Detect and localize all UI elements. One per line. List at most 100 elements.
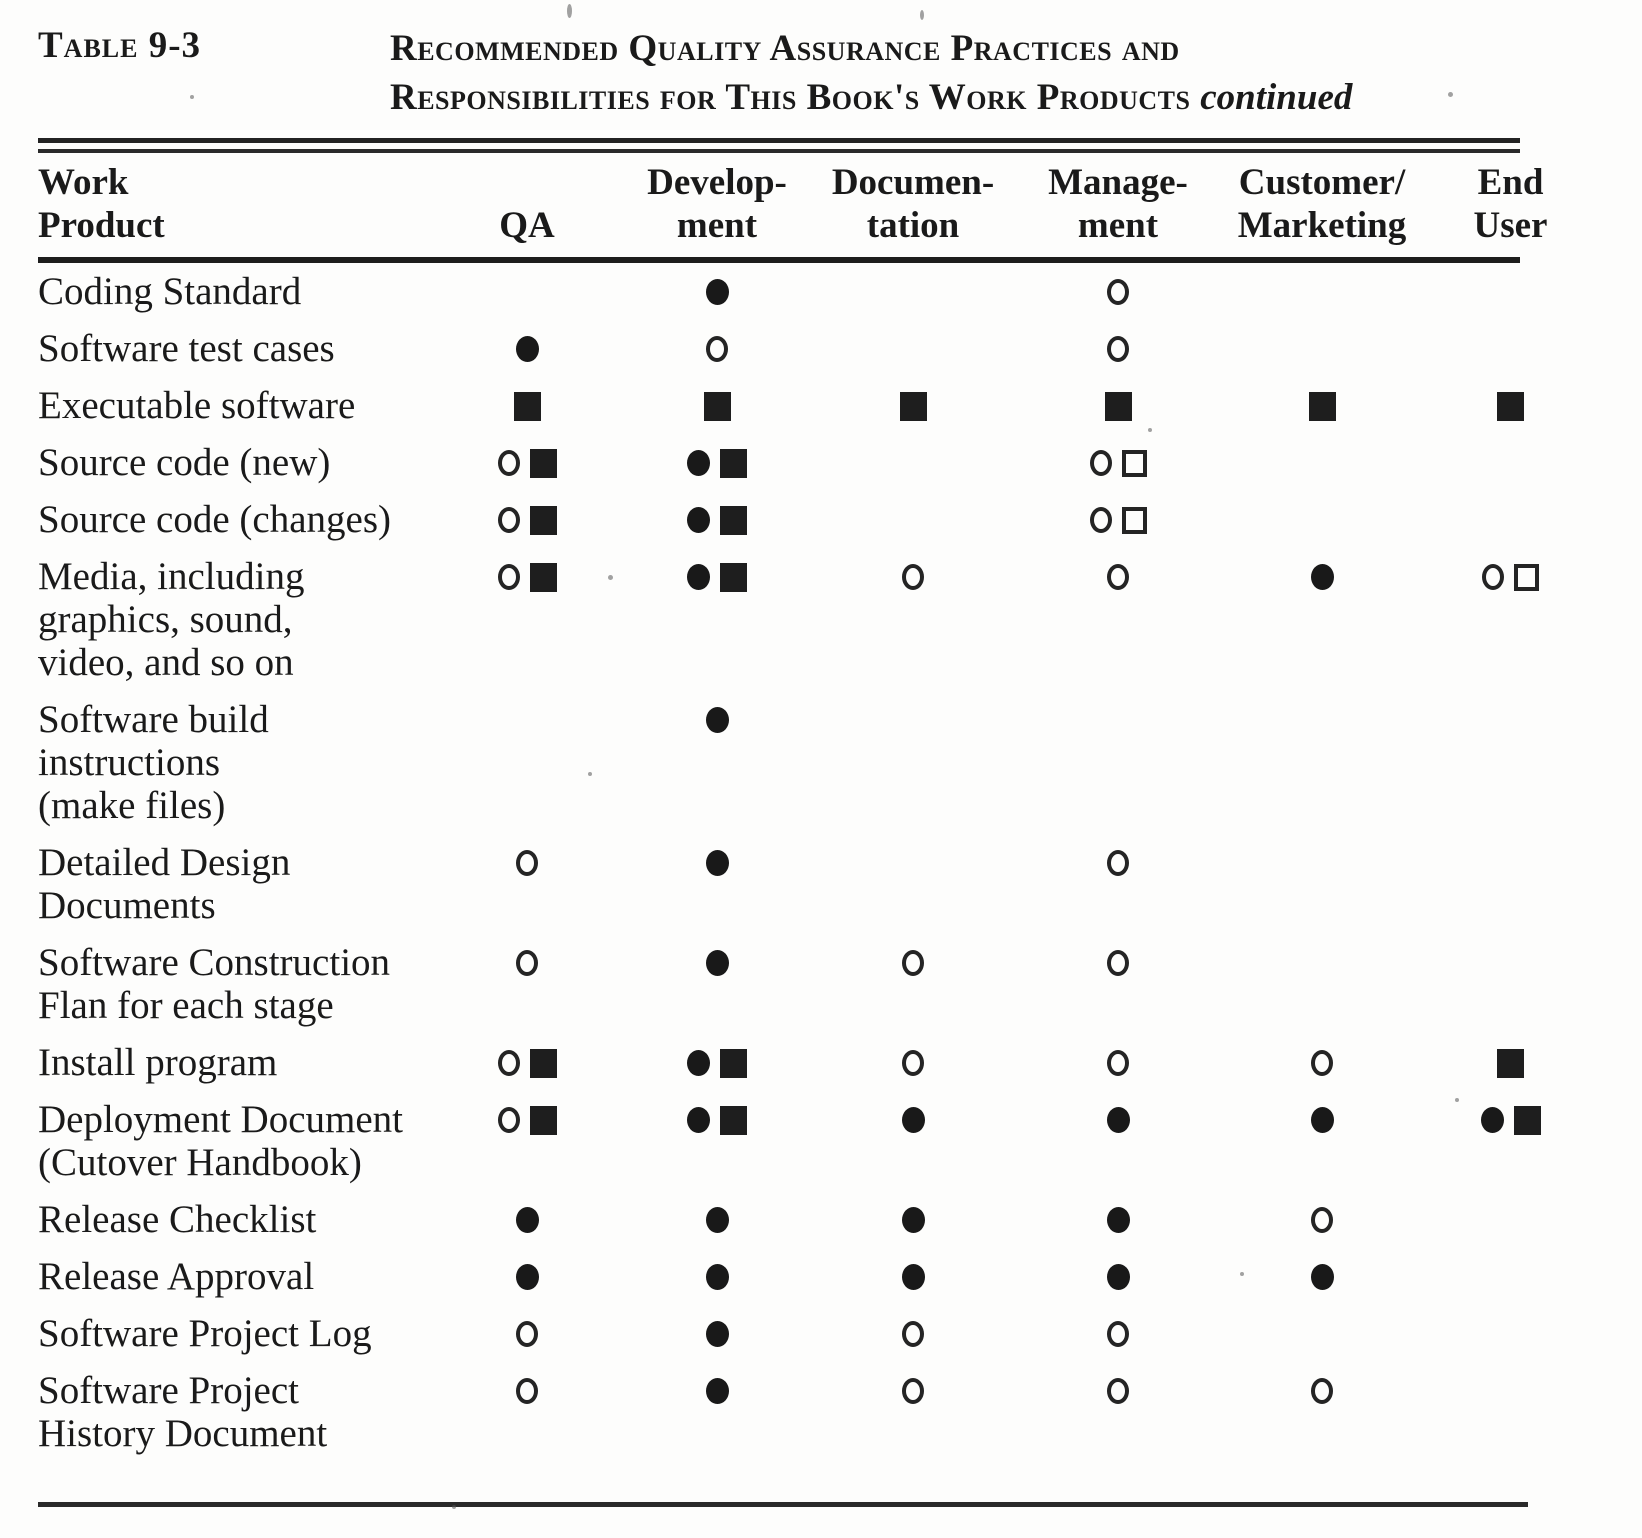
filled-circle-symbol [687,564,710,590]
cell-documentation [813,498,1013,540]
table-row: Media, including graphics, sound, video, a… [38,548,1600,691]
open-circle-symbol [1107,850,1129,876]
cell-development [621,384,813,426]
scan-speck [588,772,592,776]
cell-customer_marketing [1223,498,1421,540]
work-product-label: Software Project Log [38,1312,372,1355]
cell-management [1013,1098,1223,1140]
table-row: Coding Standard [38,263,1600,320]
table-title-line2: Responsibilities for This Book's Work Pr… [390,77,1191,118]
table-row: Install program [38,1034,1600,1091]
cell-end_user [1421,1098,1600,1140]
open-circle-symbol [902,1321,924,1347]
column-header-development: Develop-ment [647,162,787,246]
filled-square-symbol [1497,391,1524,421]
cell-customer_marketing [1223,1041,1421,1083]
open-square-symbol [1121,449,1147,477]
filled-circle-symbol [515,1264,539,1290]
cell-end_user [1421,841,1600,883]
filled-circle-symbol [705,1321,729,1347]
filled-circle-symbol [515,1207,539,1233]
filled-square-symbol [529,505,557,535]
cell-qa [433,1312,621,1354]
cell-qa [433,1198,621,1240]
cell-documentation [813,1041,1013,1083]
open-circle-symbol [1107,1321,1129,1347]
cell-qa [433,327,621,369]
cell-qa [433,555,621,597]
cell-qa [433,1098,621,1140]
cell-documentation [813,555,1013,597]
filled-circle-symbol [705,950,729,976]
scan-speck [452,1505,456,1509]
table-row: Release Checklist [38,1191,1600,1248]
header-row: Work Product QA Develop-ment Documen-tation M… [38,153,1600,257]
open-circle-symbol [902,950,924,976]
cell-qa [433,441,621,483]
open-circle-symbol [497,507,520,533]
cell-customer_marketing [1223,1369,1421,1411]
open-circle-symbol [706,336,728,362]
cell-qa [433,498,621,540]
cell-end_user [1421,327,1600,369]
filled-circle-symbol [705,707,729,733]
filled-square-symbol [1308,391,1336,421]
work-product-label: Source code (changes) [38,498,391,541]
table-body: Coding Standard Software test cases Execut… [38,263,1618,1462]
cell-management [1013,698,1223,740]
scan-speck [1448,92,1453,97]
cell-management [1013,270,1223,312]
cell-customer_marketing [1223,841,1421,883]
cell-documentation [813,270,1013,312]
cell-end_user [1421,441,1600,483]
open-circle-symbol [1482,564,1504,590]
work-product-label: Coding Standard [38,270,302,313]
filled-circle-symbol [705,279,729,305]
scan-speck [1148,428,1152,432]
cell-documentation [813,1098,1013,1140]
bottom-rule [38,1502,1528,1507]
cell-customer_marketing [1223,941,1421,983]
table-title-line1: Recommended Quality Assurance Practices … [390,28,1180,69]
cell-development [621,1198,813,1240]
open-circle-symbol [1107,1050,1129,1076]
cell-management [1013,498,1223,540]
filled-circle-symbol [901,1207,925,1233]
work-product-label: Detailed Design Documents [38,841,291,927]
open-circle-symbol [1107,1378,1129,1404]
table-row: Software Project Log [38,1305,1600,1362]
scan-speck [920,10,924,20]
cell-development [621,1312,813,1354]
filled-circle-symbol [1310,1107,1334,1133]
open-circle-symbol [1311,1378,1333,1404]
column-header-documentation: Documen-tation [831,162,995,246]
cell-development [621,1255,813,1297]
work-product-label: Software build instructions (make files) [38,698,269,827]
open-circle-symbol [1107,336,1129,362]
filled-square-symbol [720,505,747,535]
cell-qa [433,841,621,883]
work-product-label: Source code (new) [38,441,331,484]
table-title-line2-wrap: Responsibilities for This Book's Work Pr… [390,73,1352,122]
cell-customer_marketing [1223,327,1421,369]
work-product-label: Software test cases [38,327,335,370]
cell-development [621,270,813,312]
table-number-label: Table 9-3 [38,25,202,66]
work-product-label: Executable software [38,384,356,427]
cell-management [1013,1312,1223,1354]
cell-management [1013,327,1223,369]
top-double-rule [38,138,1520,153]
cell-qa [433,384,621,426]
filled-circle-symbol [705,850,729,876]
cell-customer_marketing [1223,441,1421,483]
cell-development [621,1098,813,1140]
cell-management [1013,1369,1223,1411]
cell-management [1013,1255,1223,1297]
open-circle-symbol [1089,507,1112,533]
table-row: Detailed Design Documents [38,834,1600,934]
open-square-symbol [1514,563,1539,591]
cell-qa [433,698,621,740]
cell-end_user [1421,1041,1600,1083]
cell-documentation [813,1369,1013,1411]
